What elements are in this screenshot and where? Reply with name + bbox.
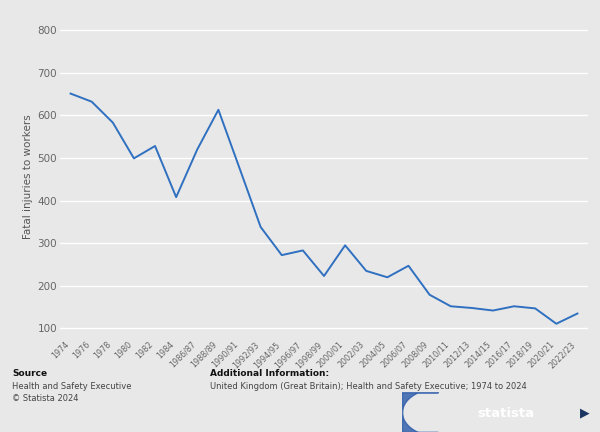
Text: © Statista 2024: © Statista 2024	[12, 394, 79, 403]
Y-axis label: Fatal injuries to workers: Fatal injuries to workers	[23, 115, 34, 239]
Text: Source: Source	[12, 369, 47, 378]
Text: United Kingdom (Great Britain); Health and Safety Executive; 1974 to 2024: United Kingdom (Great Britain); Health a…	[210, 382, 527, 391]
Text: Additional Information:: Additional Information:	[210, 369, 329, 378]
Text: ▶: ▶	[580, 407, 590, 419]
Text: Health and Safety Executive: Health and Safety Executive	[12, 382, 131, 391]
Text: statista: statista	[477, 407, 535, 420]
